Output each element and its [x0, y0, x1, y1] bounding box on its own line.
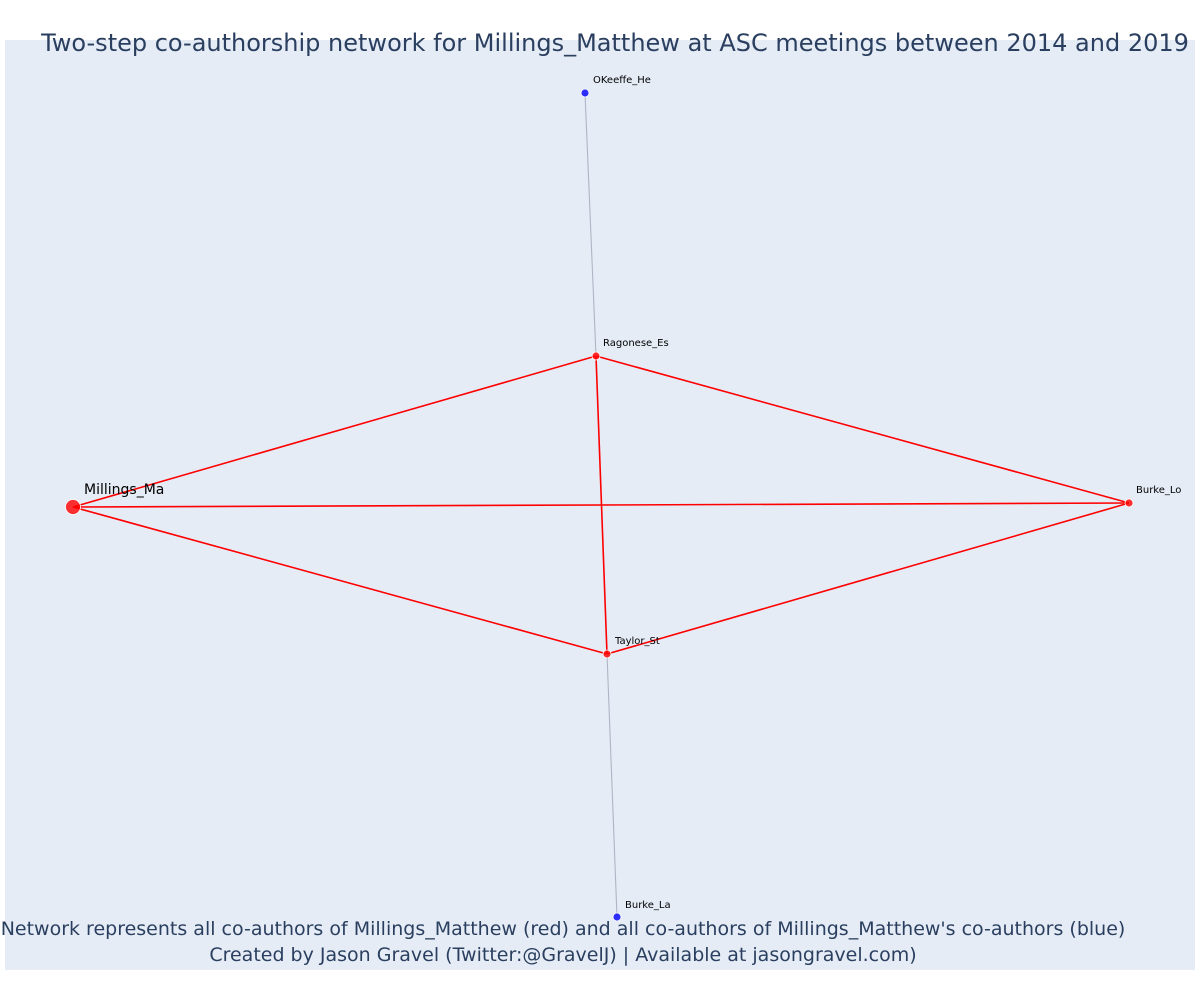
node-layer: [65, 88, 1134, 922]
edge-ragonese-es-taylor-st: [595, 355, 608, 655]
node-taylor-st[interactable]: [602, 649, 612, 659]
edge-ragonese-es-okeeffe-he: [584, 92, 597, 357]
node-burke-la[interactable]: [612, 912, 622, 922]
node-label-okeeffe-he: OKeeffe_He: [593, 75, 651, 86]
label-layer: Millings_Ma Ragonese_Es Burke_Lo Taylor_St O…: [84, 75, 1181, 911]
node-label-millings-ma: Millings_Ma: [84, 482, 164, 498]
chart-title: Two-step co-authorship network for Milli…: [41, 29, 1189, 57]
node-label-burke-la: Burke_La: [625, 900, 671, 911]
footer-note-coauthors: Network represents all co-authors of Mil…: [0, 918, 1126, 940]
edge-millings-ma-taylor-st: [72, 506, 608, 655]
node-millings-ma[interactable]: [65, 499, 81, 515]
edge-millings-ma-ragonese-es: [72, 355, 597, 508]
node-label-burke-lo: Burke_Lo: [1136, 485, 1181, 496]
edge-taylor-st-burke-lo: [606, 502, 1130, 655]
node-ragonese-es[interactable]: [591, 351, 601, 361]
node-label-taylor-st: Taylor_St: [614, 636, 660, 647]
node-okeeffe-he[interactable]: [580, 88, 590, 98]
node-burke-lo[interactable]: [1124, 498, 1134, 508]
edge-taylor-st-burke-la: [606, 653, 618, 918]
edge-ragonese-es-burke-lo: [595, 355, 1130, 504]
node-label-ragonese-es: Ragonese_Es: [603, 338, 669, 349]
footer-note-credit: Created by Jason Gravel (Twitter:@Gravel…: [209, 944, 917, 966]
edge-layer: [72, 92, 1130, 918]
